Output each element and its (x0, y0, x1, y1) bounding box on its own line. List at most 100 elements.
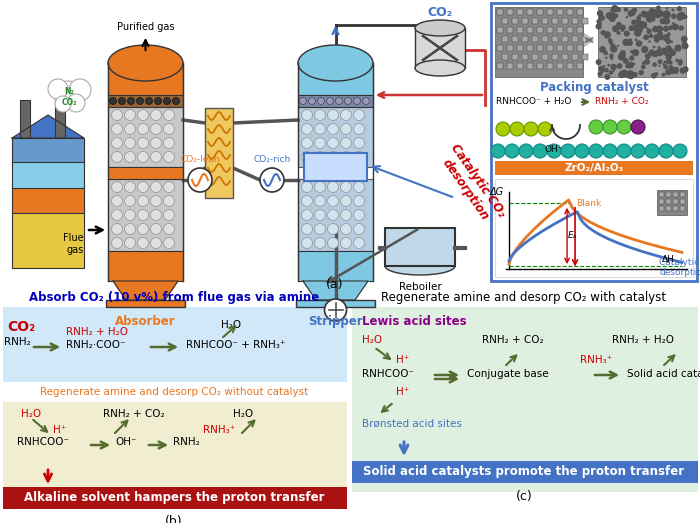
Circle shape (613, 26, 619, 31)
Circle shape (164, 138, 174, 149)
Circle shape (681, 36, 687, 42)
Circle shape (302, 109, 312, 120)
Circle shape (150, 109, 162, 120)
Circle shape (627, 62, 634, 69)
Circle shape (676, 13, 684, 20)
Circle shape (510, 122, 524, 136)
Circle shape (150, 138, 162, 149)
Polygon shape (298, 251, 373, 281)
Polygon shape (547, 9, 553, 15)
Circle shape (111, 181, 122, 192)
Circle shape (302, 181, 312, 192)
Circle shape (666, 59, 671, 64)
Polygon shape (3, 402, 347, 490)
Polygon shape (562, 54, 568, 60)
Circle shape (596, 59, 601, 65)
Polygon shape (547, 27, 553, 33)
Circle shape (344, 97, 351, 105)
Circle shape (125, 138, 136, 149)
Text: Purified gas: Purified gas (117, 22, 174, 32)
Circle shape (635, 38, 638, 41)
Polygon shape (557, 63, 563, 69)
Circle shape (630, 50, 634, 53)
Circle shape (127, 97, 134, 105)
Circle shape (598, 21, 601, 25)
Circle shape (629, 28, 631, 30)
Polygon shape (673, 206, 678, 211)
Polygon shape (512, 18, 518, 24)
Polygon shape (415, 28, 465, 68)
Circle shape (649, 34, 653, 38)
Circle shape (629, 25, 634, 31)
Circle shape (603, 51, 608, 55)
Circle shape (314, 138, 326, 149)
Circle shape (674, 67, 679, 72)
Circle shape (673, 69, 678, 74)
Polygon shape (55, 100, 65, 138)
Circle shape (636, 22, 640, 26)
Circle shape (629, 12, 631, 15)
Circle shape (629, 55, 634, 61)
Circle shape (606, 12, 613, 19)
Circle shape (655, 9, 664, 17)
Circle shape (641, 65, 645, 70)
Polygon shape (680, 206, 685, 211)
Polygon shape (527, 63, 533, 69)
Text: (b): (b) (165, 515, 183, 523)
Polygon shape (527, 45, 533, 51)
Polygon shape (507, 63, 513, 69)
Text: RNH₃⁺: RNH₃⁺ (580, 355, 612, 365)
Circle shape (603, 120, 617, 134)
Circle shape (598, 66, 605, 72)
Circle shape (302, 138, 312, 149)
Circle shape (665, 69, 672, 75)
Circle shape (629, 9, 636, 16)
Circle shape (651, 73, 657, 78)
Polygon shape (497, 45, 503, 51)
Circle shape (610, 44, 616, 49)
Polygon shape (113, 281, 178, 300)
Polygon shape (298, 107, 373, 167)
Text: ΔH: ΔH (662, 255, 675, 264)
Circle shape (314, 123, 326, 134)
Circle shape (665, 45, 672, 52)
Circle shape (672, 24, 679, 30)
Circle shape (669, 49, 676, 56)
Circle shape (633, 8, 637, 13)
Circle shape (610, 8, 615, 13)
Circle shape (111, 237, 122, 248)
Circle shape (668, 65, 673, 69)
Circle shape (111, 196, 122, 207)
Circle shape (650, 49, 654, 54)
Polygon shape (666, 192, 671, 197)
Polygon shape (497, 9, 503, 15)
Polygon shape (577, 45, 583, 51)
Circle shape (150, 152, 162, 163)
Text: H₂O: H₂O (221, 320, 241, 330)
Polygon shape (108, 107, 183, 167)
Circle shape (624, 7, 628, 12)
Circle shape (666, 7, 668, 9)
Text: RNHCOO⁻: RNHCOO⁻ (362, 369, 414, 379)
Circle shape (608, 39, 611, 42)
Polygon shape (527, 9, 533, 15)
Circle shape (641, 46, 648, 53)
Ellipse shape (108, 45, 183, 81)
Text: OH⁻: OH⁻ (545, 145, 564, 154)
Circle shape (624, 58, 626, 60)
Circle shape (634, 29, 641, 37)
Circle shape (136, 97, 144, 105)
Polygon shape (537, 27, 543, 33)
Circle shape (610, 46, 617, 53)
Circle shape (164, 181, 174, 192)
Circle shape (164, 210, 174, 221)
Text: Catalytic CO₂
desorption: Catalytic CO₂ desorption (436, 142, 508, 229)
Circle shape (617, 120, 631, 134)
Circle shape (538, 122, 552, 136)
Circle shape (652, 46, 655, 49)
Polygon shape (298, 179, 373, 251)
Circle shape (669, 69, 672, 71)
Circle shape (678, 12, 685, 19)
Circle shape (109, 97, 116, 105)
Polygon shape (572, 18, 578, 24)
